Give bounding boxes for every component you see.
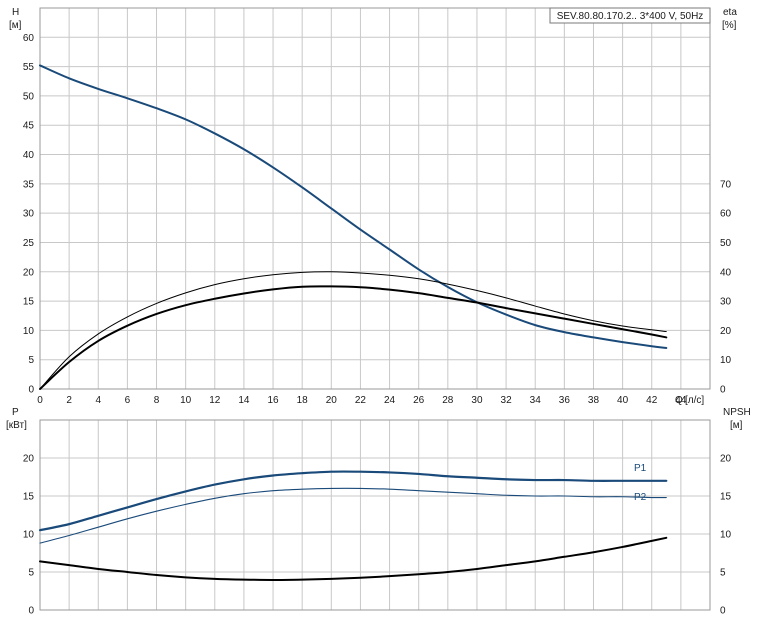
eta_thick-curve xyxy=(39,285,668,390)
y-right-tick-label: 70 xyxy=(720,179,732,190)
y-right-tick-label: 40 xyxy=(720,267,732,278)
y-left-tick-label: 55 xyxy=(23,62,35,73)
head-curve xyxy=(39,64,668,349)
x-tick-label: 30 xyxy=(471,395,483,406)
y-left-tick-label: 35 xyxy=(23,179,35,190)
y-left-tick-label: 20 xyxy=(23,454,35,465)
y-left-tick-label: 50 xyxy=(23,91,35,102)
head-axis-unit: [м] xyxy=(9,20,22,31)
x-tick-label: 14 xyxy=(238,395,250,406)
y-left-tick-label: 0 xyxy=(28,385,34,396)
power-axis-label: P xyxy=(12,407,19,418)
eta-axis-label: eta xyxy=(723,7,737,18)
y-right-tick-label: 15 xyxy=(720,492,732,503)
y-left-tick-label: 60 xyxy=(23,33,35,44)
head-axis-label: H xyxy=(12,7,19,18)
y-left-tick-label: 10 xyxy=(23,530,35,541)
y-right-tick-label: 0 xyxy=(720,606,726,617)
power-axis-unit: [кВт] xyxy=(6,420,27,431)
p2-series-label: P2 xyxy=(634,492,647,503)
tick-layer: 0510152025303540455055600102030405060700… xyxy=(23,33,732,617)
y-left-tick-label: 40 xyxy=(23,150,35,161)
npsh-curve xyxy=(39,536,668,581)
x-tick-label: 34 xyxy=(530,395,542,406)
x-tick-label: 20 xyxy=(326,395,338,406)
y-right-tick-label: 60 xyxy=(720,209,732,220)
y-right-tick-label: 0 xyxy=(720,385,726,396)
p1-series-label: P1 xyxy=(634,463,647,474)
x-tick-label: 32 xyxy=(501,395,513,406)
y-left-tick-label: 45 xyxy=(23,121,35,132)
y-right-tick-label: 5 xyxy=(720,568,726,579)
x-tick-label: 16 xyxy=(267,395,279,406)
x-tick-label: 12 xyxy=(209,395,221,406)
text-layer: H [м] eta [%] SEV.80.80.170.2.. 3*400 V,… xyxy=(6,7,751,503)
x-tick-label: 38 xyxy=(588,395,600,406)
plot-frame xyxy=(39,7,711,390)
y-right-tick-label: 50 xyxy=(720,238,732,249)
y-left-tick-label: 5 xyxy=(28,568,34,579)
x-tick-label: 2 xyxy=(66,395,72,406)
y-left-tick-label: 15 xyxy=(23,297,35,308)
x-tick-label: 26 xyxy=(413,395,425,406)
flow-axis-label: Q xyxy=(675,395,683,406)
chart-title: SEV.80.80.170.2.. 3*400 V, 50Hz xyxy=(557,11,704,22)
y-right-tick-label: 10 xyxy=(720,530,732,541)
eta-axis-unit: [%] xyxy=(722,20,737,31)
x-tick-label: 8 xyxy=(154,395,160,406)
y-right-tick-label: 20 xyxy=(720,326,732,337)
plot-frame xyxy=(39,419,711,611)
y-left-tick-label: 0 xyxy=(28,606,34,617)
eta_thin-curve xyxy=(39,271,667,390)
p1-curve xyxy=(38,470,668,532)
x-tick-label: 42 xyxy=(646,395,658,406)
y-left-tick-label: 10 xyxy=(23,326,35,337)
y-right-tick-label: 20 xyxy=(720,454,732,465)
y-left-tick-label: 25 xyxy=(23,238,35,249)
x-tick-label: 36 xyxy=(559,395,571,406)
npsh-axis-label: NPSH xyxy=(723,407,751,418)
x-tick-label: 44 xyxy=(675,395,687,406)
curve-layer xyxy=(38,64,668,581)
x-tick-label: 28 xyxy=(442,395,454,406)
x-tick-label: 40 xyxy=(617,395,629,406)
y-left-tick-label: 15 xyxy=(23,492,35,503)
x-tick-label: 24 xyxy=(384,395,396,406)
npsh-axis-unit: [м] xyxy=(730,420,743,431)
x-tick-label: 22 xyxy=(355,395,367,406)
x-tick-label: 0 xyxy=(37,395,43,406)
chart-title-box xyxy=(549,7,711,24)
x-tick-label: 4 xyxy=(95,395,101,406)
flow-axis-unit: [л/с] xyxy=(685,395,704,406)
y-right-tick-label: 10 xyxy=(720,355,732,366)
y-right-tick-label: 30 xyxy=(720,297,732,308)
x-tick-label: 6 xyxy=(125,395,131,406)
y-left-tick-label: 5 xyxy=(28,355,34,366)
y-left-tick-label: 20 xyxy=(23,267,35,278)
p2-curve xyxy=(39,487,667,544)
x-tick-label: 18 xyxy=(297,395,309,406)
x-tick-label: 10 xyxy=(180,395,192,406)
y-left-tick-label: 30 xyxy=(23,209,35,220)
